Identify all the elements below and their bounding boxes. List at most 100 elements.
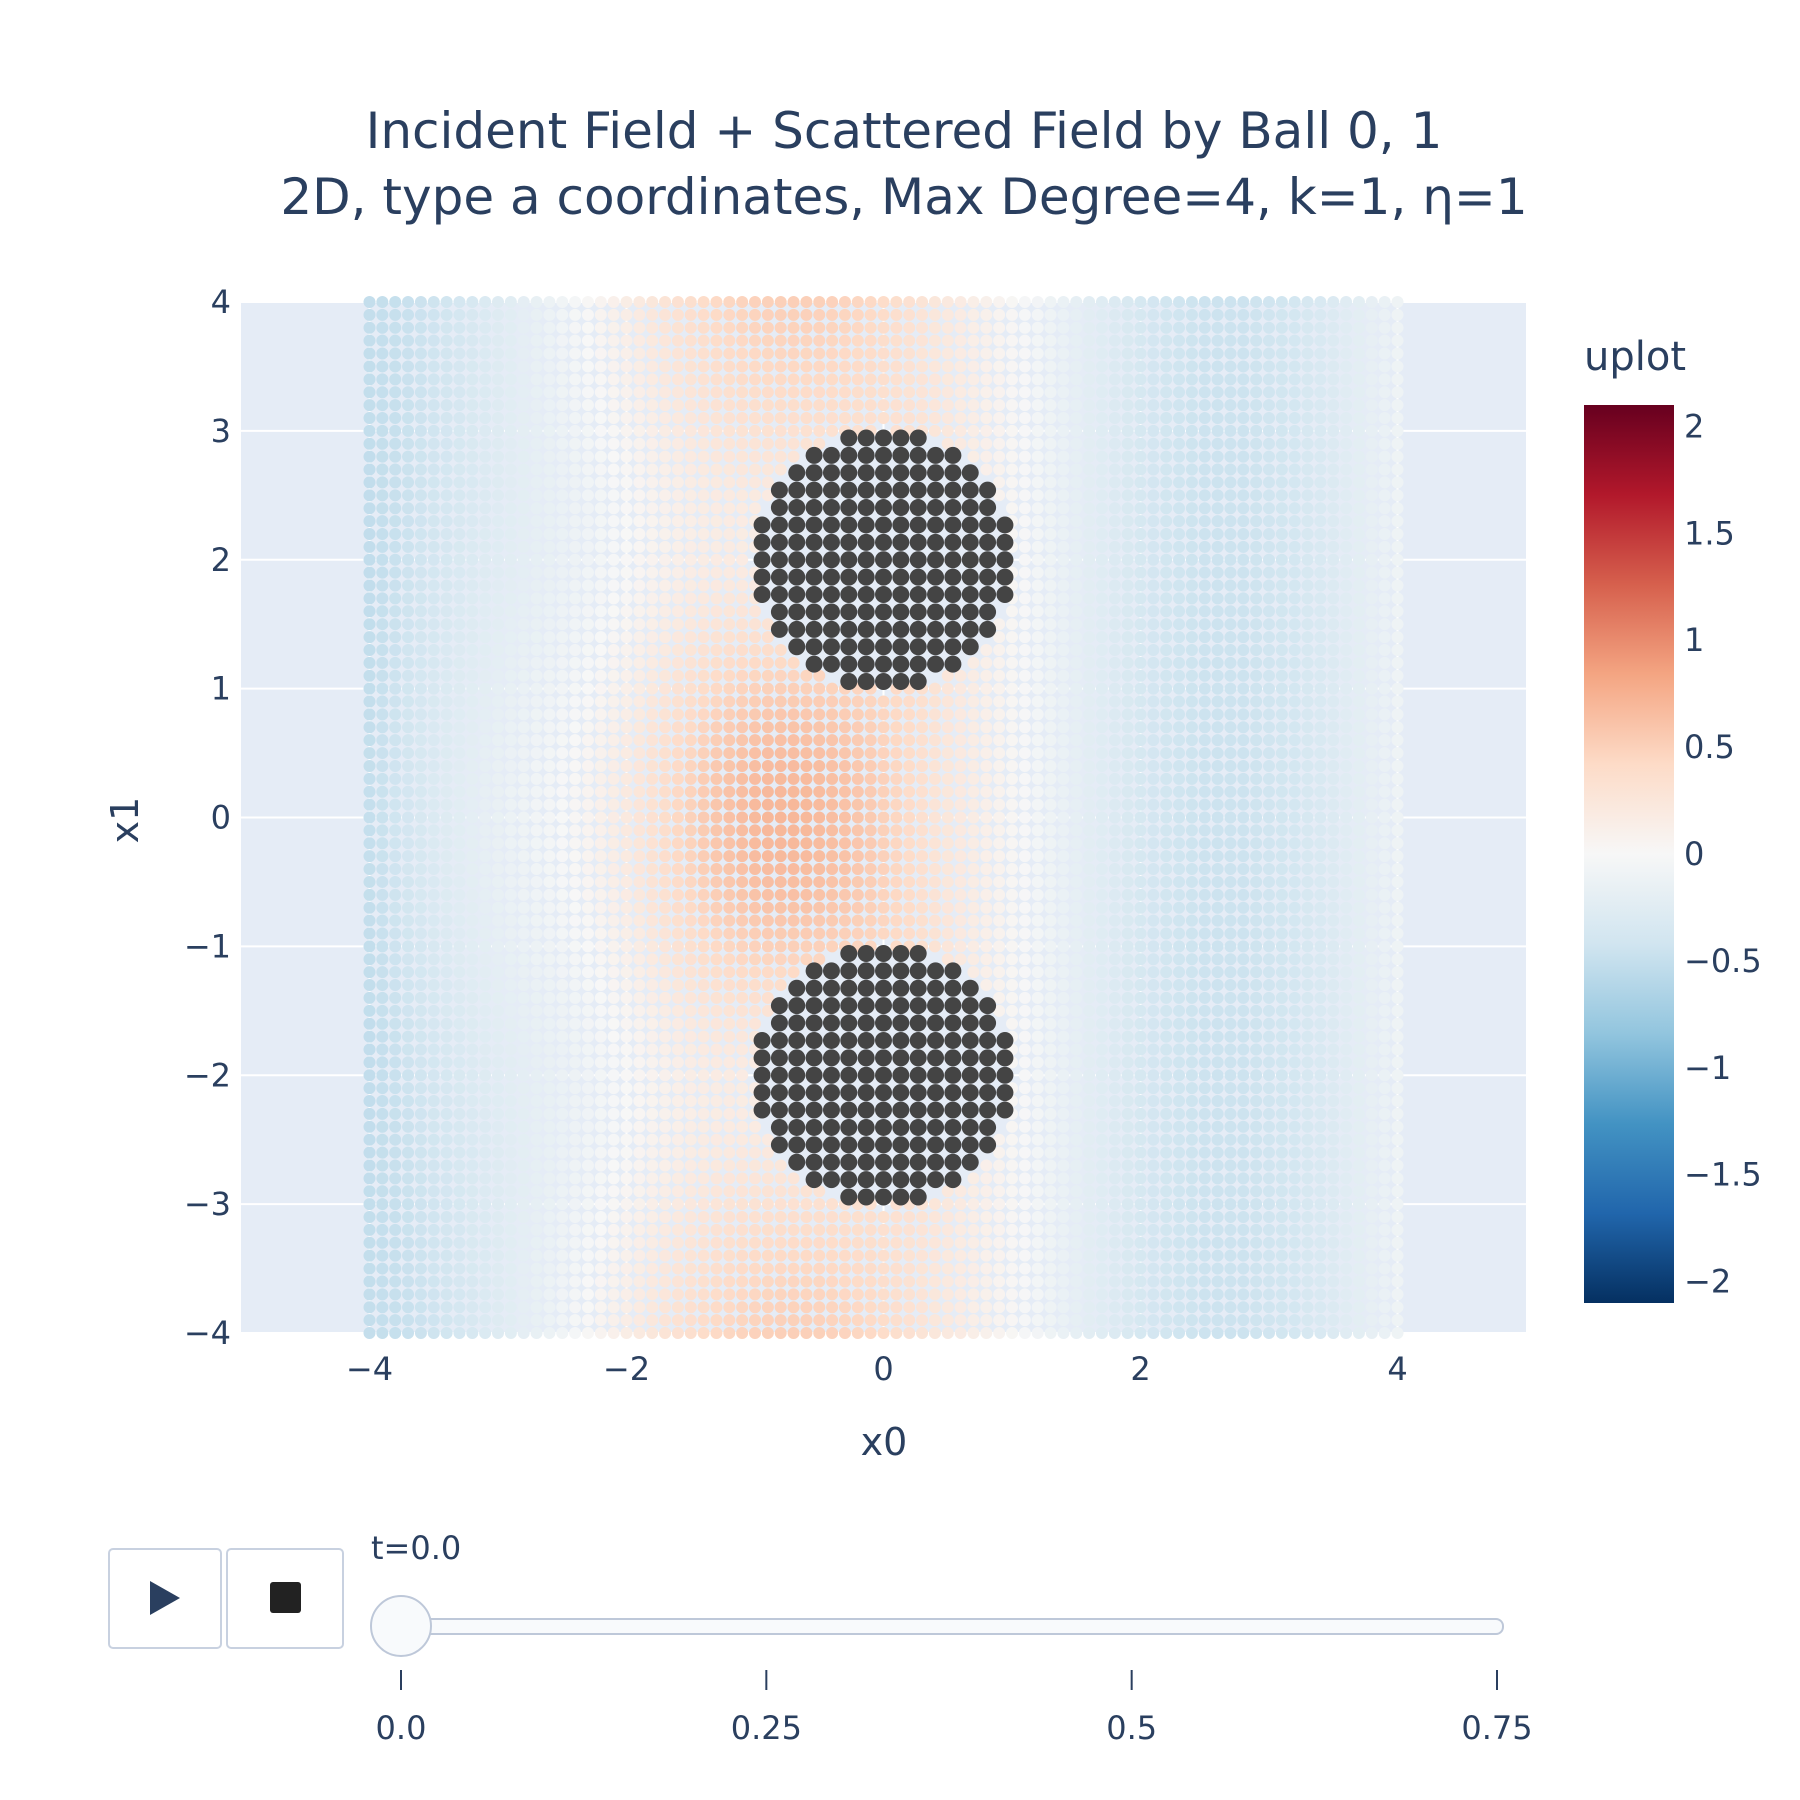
field-point xyxy=(684,1211,697,1224)
field-point xyxy=(980,347,993,360)
field-point xyxy=(466,360,479,373)
field-point xyxy=(556,953,569,966)
field-point xyxy=(671,1030,684,1043)
field-point xyxy=(993,682,1006,695)
field-point xyxy=(877,708,890,721)
field-point xyxy=(928,875,941,888)
field-point xyxy=(1070,1133,1083,1146)
field-point xyxy=(402,360,415,373)
field-point xyxy=(1044,1288,1057,1301)
field-point xyxy=(607,1275,620,1288)
field-point xyxy=(1108,347,1121,360)
field-point xyxy=(659,1236,672,1249)
field-point xyxy=(517,605,530,618)
field-point xyxy=(1006,863,1018,876)
field-point xyxy=(479,734,492,747)
field-point xyxy=(492,772,504,785)
field-point xyxy=(1083,695,1096,708)
field-point xyxy=(903,373,916,386)
field-point xyxy=(479,798,492,811)
field-point xyxy=(427,708,440,721)
field-point xyxy=(389,1198,402,1211)
field-point xyxy=(517,682,530,695)
field-point xyxy=(774,399,787,412)
field-point xyxy=(659,1146,672,1159)
field-point xyxy=(363,759,376,772)
field-point xyxy=(993,747,1006,760)
field-point xyxy=(1198,476,1211,489)
field-point xyxy=(761,463,774,476)
field-point xyxy=(1095,334,1108,347)
field-point xyxy=(440,991,453,1004)
field-point xyxy=(1211,953,1224,966)
field-point xyxy=(543,1185,556,1198)
field-point xyxy=(453,940,466,953)
field-point xyxy=(402,450,415,463)
field-point xyxy=(890,1275,903,1288)
field-point xyxy=(1095,1107,1108,1120)
field-point xyxy=(453,1327,466,1339)
field-point xyxy=(1185,1004,1198,1017)
field-point xyxy=(993,1133,1006,1146)
field-point xyxy=(414,991,427,1004)
field-point xyxy=(1095,695,1108,708)
field-point xyxy=(504,888,517,901)
field-point xyxy=(569,308,582,321)
field-point xyxy=(594,811,607,824)
field-point xyxy=(1121,592,1134,605)
field-point xyxy=(1211,1107,1224,1120)
field-point xyxy=(659,1198,672,1211)
field-point xyxy=(1173,618,1186,631)
field-point xyxy=(684,618,697,631)
field-point xyxy=(569,734,582,747)
field-point xyxy=(1173,1301,1186,1314)
field-point xyxy=(453,643,466,656)
field-point xyxy=(1185,1327,1198,1339)
field-point xyxy=(569,1275,582,1288)
field-point xyxy=(1018,772,1031,785)
field-point xyxy=(479,1043,492,1056)
field-point xyxy=(710,437,723,450)
field-point xyxy=(581,476,594,489)
field-point xyxy=(1134,1159,1147,1172)
field-point xyxy=(581,1301,594,1314)
field-point xyxy=(363,1056,376,1069)
field-point xyxy=(1083,1223,1096,1236)
field-point xyxy=(1018,785,1031,798)
field-point xyxy=(402,1275,415,1288)
field-point xyxy=(466,1030,479,1043)
field-point xyxy=(967,1301,980,1314)
field-point xyxy=(453,437,466,450)
field-point xyxy=(1134,334,1147,347)
field-point xyxy=(414,334,427,347)
field-point xyxy=(1134,772,1147,785)
field-point xyxy=(761,759,774,772)
field-point xyxy=(530,1146,543,1159)
field-point xyxy=(376,798,389,811)
field-point xyxy=(916,321,929,334)
field-point xyxy=(1211,579,1224,592)
field-point xyxy=(363,682,376,695)
field-point xyxy=(569,759,582,772)
field-point xyxy=(967,824,980,837)
field-point xyxy=(569,489,582,502)
field-point xyxy=(890,863,903,876)
field-point xyxy=(1237,373,1250,386)
field-point xyxy=(620,1004,633,1017)
field-point xyxy=(1198,914,1211,927)
field-point xyxy=(376,1249,389,1262)
field-point xyxy=(1160,669,1173,682)
field-point xyxy=(530,386,543,399)
field-point xyxy=(543,669,556,682)
field-point xyxy=(697,1095,710,1108)
field-point xyxy=(363,399,376,412)
field-point xyxy=(376,347,389,360)
field-point xyxy=(607,850,620,863)
field-point xyxy=(710,450,723,463)
field-point xyxy=(1057,553,1070,566)
field-point xyxy=(993,321,1006,334)
field-point xyxy=(427,1223,440,1236)
field-point xyxy=(684,656,697,669)
field-point xyxy=(1031,1223,1044,1236)
field-point xyxy=(581,386,594,399)
